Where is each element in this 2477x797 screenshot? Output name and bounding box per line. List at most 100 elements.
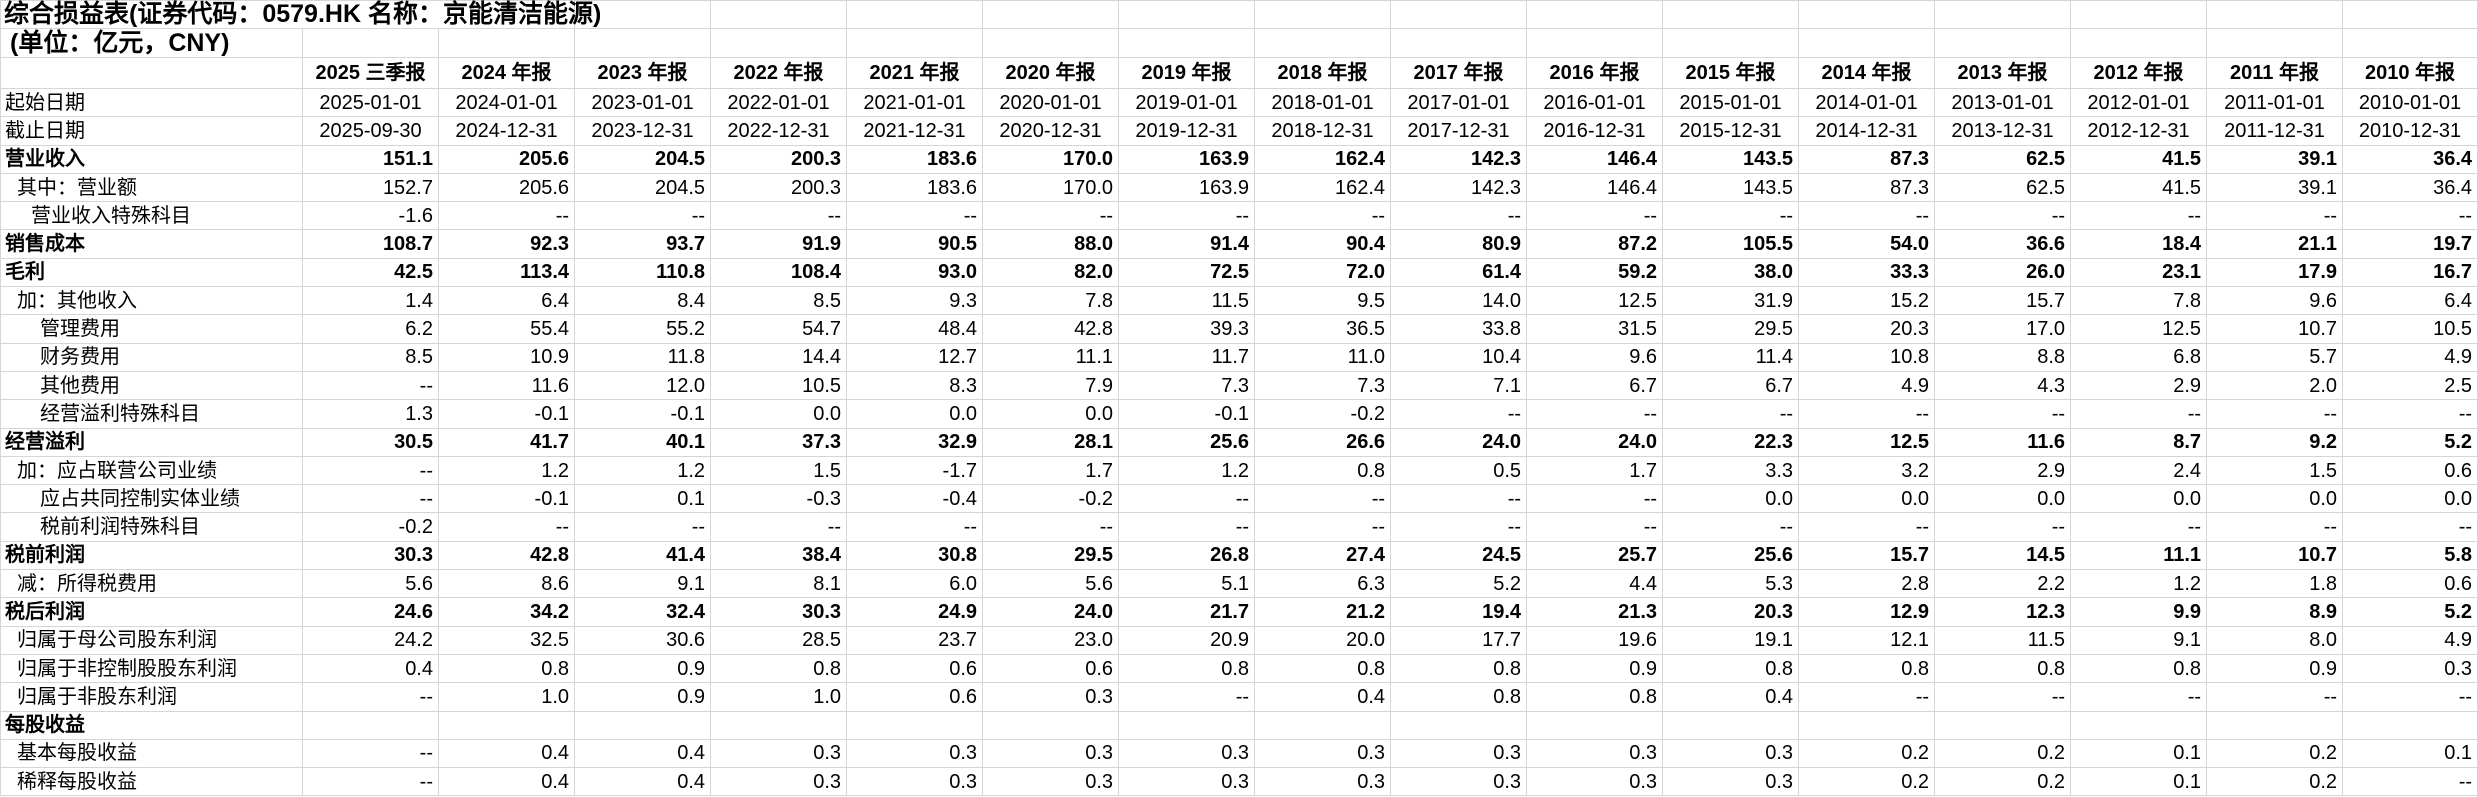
row-label-cell[interactable]: 归属于非股东利润 [0, 682, 303, 712]
cell[interactable] [574, 28, 712, 58]
value-cell[interactable]: 23.0 [982, 625, 1120, 655]
value-cell[interactable]: 22.3 [1662, 427, 1800, 457]
value-cell[interactable]: 19.6 [1526, 625, 1664, 655]
value-cell[interactable]: -- [1254, 484, 1392, 514]
cell[interactable] [2206, 0, 2344, 29]
value-cell[interactable]: -- [302, 767, 439, 797]
value-cell[interactable]: 88.0 [982, 229, 1120, 259]
value-cell[interactable]: 1.7 [1526, 455, 1664, 486]
value-cell[interactable]: -- [2342, 399, 2477, 429]
value-cell[interactable]: -- [2070, 512, 2208, 542]
value-cell[interactable]: 31.5 [1526, 314, 1664, 344]
row-label-cell[interactable]: 经营溢利 [0, 427, 303, 457]
value-cell[interactable]: 0.6 [982, 653, 1120, 684]
value-cell[interactable]: -- [1662, 201, 1800, 231]
value-cell[interactable]: 12.5 [1526, 286, 1664, 316]
value-cell[interactable]: 2.8 [1798, 569, 1936, 599]
value-cell[interactable]: 0.8 [1254, 455, 1392, 486]
value-cell[interactable]: 9.2 [2206, 427, 2344, 457]
value-cell[interactable]: 0.3 [982, 767, 1120, 797]
value-cell[interactable]: 0.3 [2342, 653, 2477, 684]
value-cell[interactable]: 9.9 [2070, 597, 2208, 627]
value-cell[interactable]: 17.9 [2206, 257, 2344, 288]
row-label-cell[interactable]: 税前利润特殊科目 [0, 512, 303, 542]
value-cell[interactable]: -- [710, 512, 848, 542]
row-label-cell[interactable]: 截止日期 [0, 116, 303, 146]
value-cell[interactable] [302, 710, 439, 740]
value-cell[interactable]: 10.5 [2342, 314, 2477, 344]
value-cell[interactable]: 0.0 [846, 399, 984, 429]
value-cell[interactable]: -- [2206, 201, 2344, 231]
value-cell[interactable]: 183.6 [846, 144, 984, 174]
value-cell[interactable]: 0.8 [1390, 682, 1528, 712]
value-cell[interactable]: -1.7 [846, 455, 984, 486]
value-cell[interactable]: -- [2206, 399, 2344, 429]
cell[interactable] [437, 28, 576, 58]
value-cell[interactable]: -- [1798, 682, 1936, 712]
row-label-cell[interactable]: 毛利 [0, 257, 303, 288]
value-cell[interactable]: 90.5 [846, 229, 984, 259]
row-label-cell[interactable]: 每股收益 [0, 710, 303, 740]
value-cell[interactable]: 32.5 [437, 625, 576, 655]
value-cell[interactable]: 2020-12-31 [982, 116, 1120, 146]
value-cell[interactable]: 0.3 [1118, 767, 1256, 797]
value-cell[interactable]: -- [1798, 201, 1936, 231]
value-cell[interactable]: 80.9 [1390, 229, 1528, 259]
value-cell[interactable]: 11.0 [1254, 342, 1392, 372]
value-cell[interactable]: 204.5 [574, 144, 712, 174]
cell[interactable] [1526, 0, 1664, 29]
value-cell[interactable]: 0.0 [1798, 484, 1936, 514]
value-cell[interactable]: 3.3 [1662, 455, 1800, 486]
column-header-cell[interactable]: 2024 年报 [437, 57, 576, 89]
value-cell[interactable]: 6.7 [1662, 370, 1800, 401]
value-cell[interactable]: 5.6 [982, 569, 1120, 599]
value-cell[interactable]: 25.7 [1526, 540, 1664, 571]
cell[interactable] [1798, 28, 1936, 58]
cell[interactable] [710, 28, 848, 58]
value-cell[interactable]: 205.6 [437, 172, 576, 203]
value-cell[interactable]: 8.9 [2206, 597, 2344, 627]
value-cell[interactable]: 0.2 [1798, 738, 1936, 769]
value-cell[interactable]: 1.2 [1118, 455, 1256, 486]
value-cell[interactable]: 0.3 [846, 767, 984, 797]
value-cell[interactable]: 40.1 [574, 427, 712, 457]
row-label-cell[interactable]: 税后利润 [0, 597, 303, 627]
value-cell[interactable]: -- [1254, 201, 1392, 231]
cell[interactable] [302, 28, 439, 58]
value-cell[interactable]: 1.3 [302, 399, 439, 429]
value-cell[interactable]: 2.9 [2070, 370, 2208, 401]
value-cell[interactable]: -- [1934, 201, 2072, 231]
value-cell[interactable]: 5.2 [2342, 597, 2477, 627]
value-cell[interactable]: 163.9 [1118, 144, 1256, 174]
column-header-cell[interactable]: 2018 年报 [1254, 57, 1392, 89]
value-cell[interactable]: 6.2 [302, 314, 439, 344]
value-cell[interactable]: -- [1526, 484, 1664, 514]
cell[interactable] [2206, 28, 2344, 58]
value-cell[interactable]: 32.4 [574, 597, 712, 627]
value-cell[interactable]: 2012-12-31 [2070, 116, 2208, 146]
value-cell[interactable]: 5.8 [2342, 540, 2477, 571]
value-cell[interactable]: 3.2 [1798, 455, 1936, 486]
value-cell[interactable]: 2025-09-30 [302, 116, 439, 146]
value-cell[interactable]: 11.1 [982, 342, 1120, 372]
value-cell[interactable]: 2010-12-31 [2342, 116, 2477, 146]
value-cell[interactable]: 0.8 [1798, 653, 1936, 684]
value-cell[interactable]: 28.5 [710, 625, 848, 655]
value-cell[interactable]: 32.9 [846, 427, 984, 457]
value-cell[interactable]: 2024-01-01 [437, 87, 576, 118]
value-cell[interactable]: 62.5 [1934, 172, 2072, 203]
value-cell[interactable]: -- [1662, 399, 1800, 429]
cell[interactable] [846, 0, 984, 29]
value-cell[interactable]: 2020-01-01 [982, 87, 1120, 118]
value-cell[interactable]: 26.0 [1934, 257, 2072, 288]
value-cell[interactable] [1798, 710, 1936, 740]
value-cell[interactable]: 36.5 [1254, 314, 1392, 344]
value-cell[interactable] [1526, 710, 1664, 740]
value-cell[interactable]: 29.5 [1662, 314, 1800, 344]
value-cell[interactable]: 24.9 [846, 597, 984, 627]
value-cell[interactable]: -- [302, 738, 439, 769]
value-cell[interactable]: 11.5 [1118, 286, 1256, 316]
value-cell[interactable]: 30.6 [574, 625, 712, 655]
value-cell[interactable]: -- [1662, 512, 1800, 542]
value-cell[interactable]: 0.5 [1390, 455, 1528, 486]
